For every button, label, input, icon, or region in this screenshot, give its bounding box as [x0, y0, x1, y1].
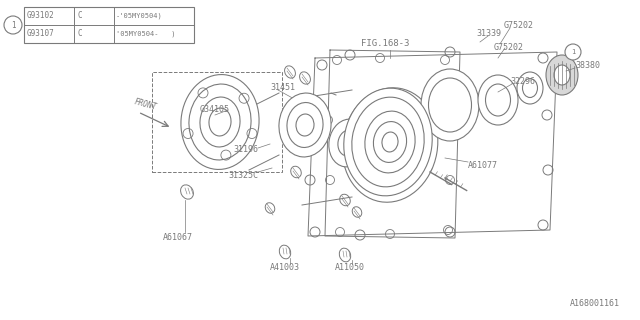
Ellipse shape: [373, 122, 406, 163]
Text: 31325C: 31325C: [228, 171, 258, 180]
Ellipse shape: [554, 65, 570, 85]
Ellipse shape: [429, 78, 472, 132]
Ellipse shape: [349, 96, 430, 194]
Ellipse shape: [421, 69, 479, 141]
Ellipse shape: [486, 84, 511, 116]
Circle shape: [4, 16, 22, 34]
Text: G75202: G75202: [504, 20, 534, 29]
Ellipse shape: [209, 108, 231, 136]
Ellipse shape: [329, 119, 367, 167]
Text: FIG.168-3: FIG.168-3: [361, 39, 409, 48]
Ellipse shape: [522, 78, 538, 98]
Ellipse shape: [546, 55, 578, 95]
Ellipse shape: [338, 130, 358, 156]
Ellipse shape: [296, 114, 314, 136]
Text: C: C: [77, 29, 82, 38]
Text: -'05MY0504): -'05MY0504): [116, 13, 163, 19]
Text: '05MY0504-   ): '05MY0504- ): [116, 31, 175, 37]
Text: 31196: 31196: [233, 146, 258, 155]
Text: 31339: 31339: [476, 28, 501, 37]
Text: A11050: A11050: [335, 263, 365, 273]
Ellipse shape: [287, 102, 323, 148]
Text: 32296: 32296: [510, 77, 535, 86]
Text: G93102: G93102: [27, 12, 55, 20]
Ellipse shape: [342, 88, 438, 202]
Bar: [24, 7, 194, 43]
Circle shape: [565, 44, 581, 60]
Ellipse shape: [181, 75, 259, 170]
Text: A61077: A61077: [468, 161, 498, 170]
Text: 1: 1: [571, 49, 575, 55]
Text: G75202: G75202: [494, 43, 524, 52]
Ellipse shape: [382, 132, 398, 152]
Text: FRONT: FRONT: [132, 98, 157, 112]
Ellipse shape: [189, 84, 251, 160]
Text: G34105: G34105: [200, 106, 230, 115]
Ellipse shape: [352, 97, 424, 187]
Text: C: C: [77, 12, 82, 20]
Text: 38380: 38380: [575, 60, 600, 69]
Text: A61067: A61067: [163, 234, 193, 243]
Ellipse shape: [381, 134, 399, 156]
Text: A41003: A41003: [270, 263, 300, 273]
Ellipse shape: [478, 75, 518, 125]
Text: G93107: G93107: [27, 29, 55, 38]
Ellipse shape: [200, 97, 240, 147]
Ellipse shape: [372, 123, 408, 167]
Bar: [152, 72, 282, 172]
Ellipse shape: [279, 93, 331, 157]
Ellipse shape: [344, 88, 432, 196]
Ellipse shape: [362, 111, 418, 179]
Ellipse shape: [517, 72, 543, 104]
Text: A168001161: A168001161: [570, 299, 620, 308]
Text: 1: 1: [11, 20, 15, 29]
Ellipse shape: [365, 111, 415, 173]
Text: 31451: 31451: [270, 84, 295, 92]
